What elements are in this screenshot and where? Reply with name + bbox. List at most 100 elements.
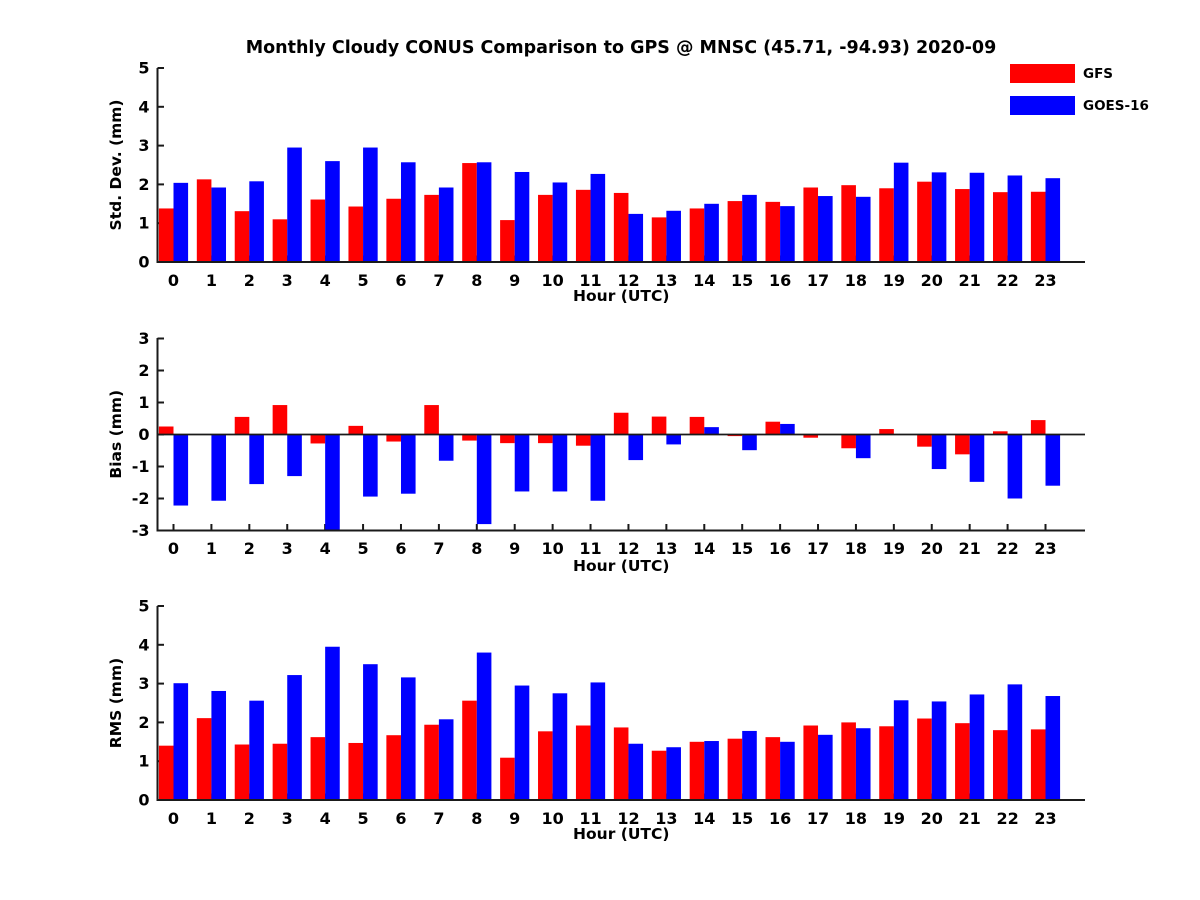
bar xyxy=(386,198,401,262)
rms-chart-bars-gfs xyxy=(158,700,1046,800)
svg-text:8: 8 xyxy=(471,271,482,290)
bar xyxy=(348,206,364,262)
svg-text:4: 4 xyxy=(320,271,331,290)
bar xyxy=(803,434,819,438)
svg-text:12: 12 xyxy=(617,271,639,290)
bar xyxy=(400,677,416,800)
svg-text:14: 14 xyxy=(693,539,715,558)
bar xyxy=(438,719,454,800)
svg-text:-2: -2 xyxy=(132,489,150,508)
bar xyxy=(249,434,264,485)
svg-text:5: 5 xyxy=(357,539,368,558)
svg-text:10: 10 xyxy=(541,271,563,290)
bar xyxy=(173,434,189,506)
bar xyxy=(386,434,401,442)
bar xyxy=(651,416,667,435)
bar xyxy=(628,743,644,800)
bar xyxy=(727,738,743,800)
svg-text:19: 19 xyxy=(883,539,905,558)
svg-text:-3: -3 xyxy=(132,521,150,540)
bar xyxy=(400,434,416,494)
svg-text:11: 11 xyxy=(579,809,601,828)
bar xyxy=(249,700,264,800)
svg-text:18: 18 xyxy=(845,809,867,828)
bar xyxy=(1030,420,1046,435)
svg-text:2: 2 xyxy=(138,361,149,380)
bar xyxy=(704,427,719,435)
svg-text:16: 16 xyxy=(769,271,791,290)
bar xyxy=(234,211,250,262)
bar xyxy=(803,725,819,800)
svg-text:4: 4 xyxy=(138,97,149,116)
svg-text:3: 3 xyxy=(138,674,149,693)
bar xyxy=(196,718,212,800)
svg-text:14: 14 xyxy=(693,809,715,828)
svg-text:23: 23 xyxy=(1034,271,1056,290)
bar xyxy=(931,434,947,470)
svg-text:21: 21 xyxy=(959,539,981,558)
bar xyxy=(552,434,568,492)
bar xyxy=(917,718,932,800)
svg-text:2: 2 xyxy=(244,539,255,558)
bar xyxy=(742,730,757,800)
bar xyxy=(666,210,681,262)
bar xyxy=(462,700,477,800)
bar xyxy=(855,728,871,800)
bar xyxy=(955,723,970,800)
bar xyxy=(196,179,212,262)
svg-text:13: 13 xyxy=(655,809,677,828)
bar xyxy=(500,434,515,444)
svg-text:9: 9 xyxy=(509,809,520,828)
bias-chart-bars-gfs xyxy=(158,405,1046,455)
rms-chart-bars-goes-16 xyxy=(173,646,1061,800)
svg-text:15: 15 xyxy=(731,539,753,558)
bar xyxy=(590,434,606,501)
svg-text:0: 0 xyxy=(168,809,179,828)
svg-text:2: 2 xyxy=(244,271,255,290)
svg-text:1: 1 xyxy=(206,809,217,828)
bar xyxy=(1007,434,1023,499)
svg-text:22: 22 xyxy=(996,271,1018,290)
bar xyxy=(438,187,454,262)
bar xyxy=(651,750,667,800)
stddev-chart-bars-gfs xyxy=(158,163,1046,262)
bar xyxy=(1045,696,1061,800)
svg-text:16: 16 xyxy=(769,809,791,828)
bar xyxy=(879,726,894,800)
rms-chart-yaxis: 0 1 2 3 4 5 xyxy=(138,597,164,810)
bar xyxy=(969,172,985,262)
bar xyxy=(234,416,250,435)
stddev-chart-ylabel: Std. Dev. (mm) xyxy=(107,100,125,231)
bar xyxy=(234,744,250,800)
svg-text:3: 3 xyxy=(282,539,293,558)
svg-text:19: 19 xyxy=(883,809,905,828)
bias-chart-yaxis: -3 -2 -1 0 1 2 3 xyxy=(132,329,164,540)
svg-text:20: 20 xyxy=(921,539,943,558)
bar xyxy=(855,434,871,459)
bar xyxy=(272,219,288,262)
bar xyxy=(424,194,439,262)
bar xyxy=(514,171,530,262)
bar xyxy=(1007,684,1023,800)
bar xyxy=(211,434,227,501)
bar xyxy=(363,664,378,800)
bar xyxy=(803,187,819,262)
bar xyxy=(575,725,591,800)
bar xyxy=(514,434,530,492)
bar xyxy=(689,741,705,800)
bar xyxy=(969,694,985,800)
bar xyxy=(879,188,894,262)
svg-text:16: 16 xyxy=(769,539,791,558)
bar xyxy=(310,434,326,444)
bar xyxy=(628,213,644,262)
bar xyxy=(538,731,553,800)
bar xyxy=(613,727,629,800)
bar xyxy=(742,434,757,451)
bar xyxy=(590,173,606,262)
bar xyxy=(476,434,492,525)
bar xyxy=(348,425,364,435)
svg-text:6: 6 xyxy=(395,809,406,828)
bar xyxy=(628,434,644,461)
svg-text:1: 1 xyxy=(206,271,217,290)
